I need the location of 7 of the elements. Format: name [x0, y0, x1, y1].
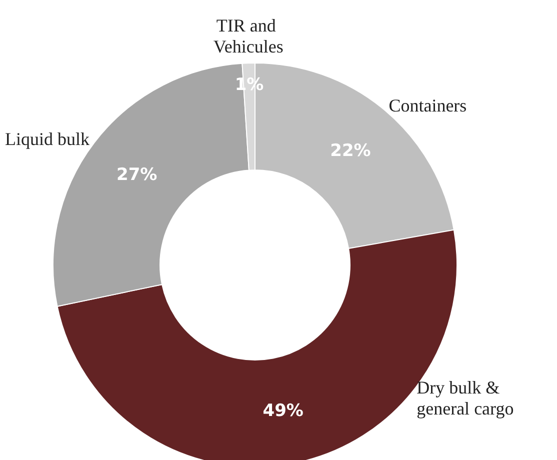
slice-label: Liquid bulk: [4, 129, 90, 150]
slice-label: Dry bulk & general cargo: [416, 378, 514, 418]
data-label: 27%: [116, 165, 158, 186]
slice-label: TIR and Vehicules: [213, 16, 284, 57]
data-label: 49%: [262, 400, 304, 421]
slice-label: Containers: [388, 96, 467, 116]
data-label: 22%: [330, 141, 371, 162]
